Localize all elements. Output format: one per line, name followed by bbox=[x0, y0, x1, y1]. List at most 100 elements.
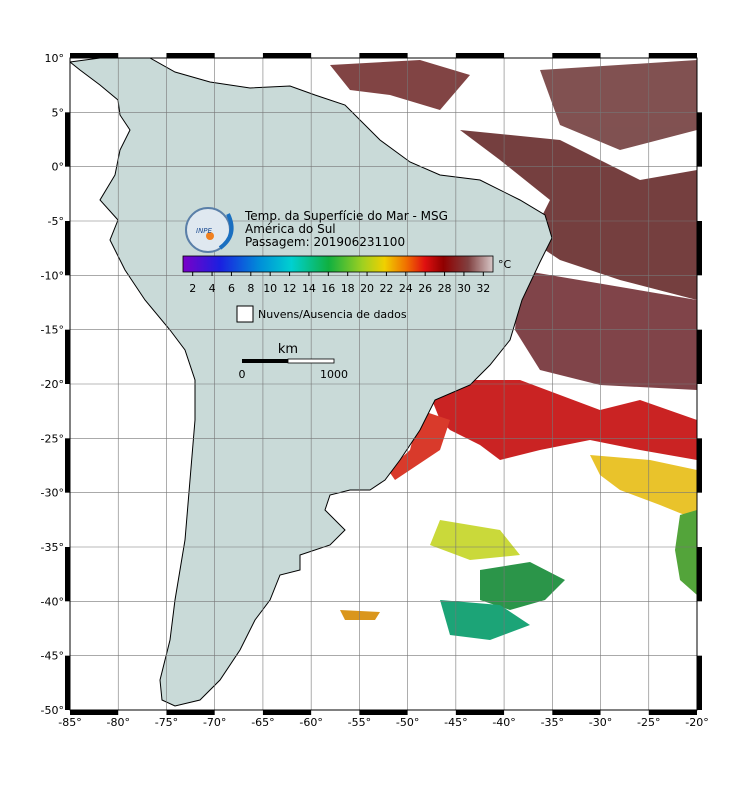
lat-tick-label: 0° bbox=[52, 161, 65, 174]
sst-patch bbox=[340, 610, 380, 620]
frame-bar bbox=[697, 438, 702, 493]
frame-bar bbox=[648, 53, 697, 58]
colorbar-tick-label: 26 bbox=[418, 282, 432, 295]
lon-tick-label: -20° bbox=[685, 716, 708, 729]
colorbar-tick-label: 2 bbox=[189, 282, 196, 295]
sst-patches bbox=[330, 60, 697, 640]
colorbar-tick-label: 14 bbox=[302, 282, 316, 295]
frame-bar bbox=[166, 710, 215, 715]
colorbar-tick-label: 30 bbox=[457, 282, 471, 295]
colorbar-tick-label: 12 bbox=[283, 282, 297, 295]
frame-bar bbox=[455, 53, 505, 58]
lon-tick-label: -55° bbox=[348, 716, 371, 729]
colorbar-tick-label: 6 bbox=[228, 282, 235, 295]
lon-tick-label: -60° bbox=[299, 716, 322, 729]
sst-patch bbox=[388, 410, 450, 480]
graticule bbox=[70, 58, 697, 710]
frame-bar bbox=[697, 112, 702, 167]
logo-arrow bbox=[218, 213, 234, 250]
lat-tick-label: 5° bbox=[52, 106, 65, 119]
title-line: Temp. da Superfície do Mar - MSG bbox=[244, 209, 448, 223]
colorbar-tick-label: 18 bbox=[341, 282, 355, 295]
frame-bar bbox=[552, 53, 601, 58]
colorbar-tick-label: 16 bbox=[321, 282, 335, 295]
lat-tick-label: 10° bbox=[45, 52, 65, 65]
colorbar-ticks: 2 4 6 8 10 12 14 16 18 20 22 24 26 28 30 32 bbox=[189, 272, 490, 295]
frame-bar bbox=[697, 221, 702, 276]
colorbar-tick-label: 10 bbox=[263, 282, 277, 295]
frame-bar bbox=[262, 710, 312, 715]
frame-bar bbox=[65, 329, 70, 384]
lon-tick-label: -65° bbox=[251, 716, 274, 729]
sst-patch bbox=[460, 130, 697, 300]
sst-patch bbox=[515, 270, 697, 390]
colorbar bbox=[182, 255, 494, 273]
lat-tick-label: -30° bbox=[41, 487, 64, 500]
frame-bar bbox=[552, 710, 601, 715]
lon-tick-label: -45° bbox=[444, 716, 467, 729]
frame-bar bbox=[455, 710, 505, 715]
lat-tick-label: -15° bbox=[41, 324, 64, 337]
frame-bar bbox=[697, 329, 702, 384]
legend-swatch bbox=[236, 305, 254, 323]
lon-tick-label: -75° bbox=[155, 716, 178, 729]
frame-bars bbox=[65, 53, 702, 715]
lon-tick-label: -25° bbox=[637, 716, 660, 729]
lon-tick-label: -70° bbox=[203, 716, 226, 729]
colorbar-unit: °C bbox=[498, 258, 512, 271]
frame-bar bbox=[70, 710, 119, 715]
scale-segment bbox=[242, 359, 288, 363]
title-line: América do Sul bbox=[245, 222, 336, 236]
colorbar-tick-label: 28 bbox=[438, 282, 452, 295]
lat-tick-label: -5° bbox=[48, 215, 64, 228]
scale-label: 1000 bbox=[320, 368, 348, 381]
scale-bar: km 0 1000 bbox=[239, 342, 349, 381]
sst-patch bbox=[440, 600, 530, 640]
sst-patch bbox=[430, 520, 520, 560]
frame-bar bbox=[65, 438, 70, 493]
lat-tick-label: -45° bbox=[41, 650, 64, 663]
logo-dot bbox=[206, 232, 214, 240]
scale-unit: km bbox=[278, 342, 298, 357]
frame-bar bbox=[65, 112, 70, 167]
lat-tick-label: -10° bbox=[41, 269, 64, 282]
frame-bar bbox=[70, 53, 119, 58]
sst-patch bbox=[675, 510, 697, 595]
lon-tick-label: -80° bbox=[106, 716, 129, 729]
sst-patch bbox=[480, 562, 565, 610]
lon-tick-label: -40° bbox=[492, 716, 515, 729]
lat-tick-label: -35° bbox=[41, 541, 64, 554]
frame-bar bbox=[65, 547, 70, 602]
lon-tick-label: -50° bbox=[396, 716, 419, 729]
logo-text: INPE bbox=[196, 227, 213, 235]
frame-bar bbox=[697, 547, 702, 602]
frame-bar bbox=[648, 710, 697, 715]
lat-tick-label: -20° bbox=[41, 378, 64, 391]
colorbar-tick-label: 24 bbox=[399, 282, 413, 295]
sst-patch bbox=[330, 60, 470, 110]
frame-bar bbox=[65, 221, 70, 276]
legend-label: Nuvens/Ausencia de dados bbox=[258, 308, 407, 321]
logo: INPE bbox=[185, 207, 234, 253]
colorbar-tick-label: 22 bbox=[379, 282, 393, 295]
frame-bar bbox=[262, 53, 312, 58]
frame-bar bbox=[359, 710, 408, 715]
colorbar-tick-label: 8 bbox=[247, 282, 254, 295]
frame-bar bbox=[359, 53, 408, 58]
scale-segment bbox=[287, 358, 335, 364]
lon-tick-label: -85° bbox=[58, 716, 81, 729]
scale-label: 0 bbox=[239, 368, 246, 381]
sst-patch bbox=[430, 380, 697, 460]
frame-bar bbox=[65, 655, 70, 710]
lon-tick-label: -30° bbox=[589, 716, 612, 729]
sst-patch bbox=[590, 455, 697, 520]
lat-tick-label: -40° bbox=[41, 595, 64, 608]
lat-tick-label: -50° bbox=[41, 704, 64, 717]
colorbar-tick-label: 32 bbox=[476, 282, 490, 295]
title-line: Passagem: 201906231100 bbox=[245, 235, 405, 249]
frame-bar bbox=[166, 53, 215, 58]
lat-tick-label: -25° bbox=[41, 432, 64, 445]
frame-bar bbox=[697, 655, 702, 710]
map-body bbox=[70, 58, 697, 710]
